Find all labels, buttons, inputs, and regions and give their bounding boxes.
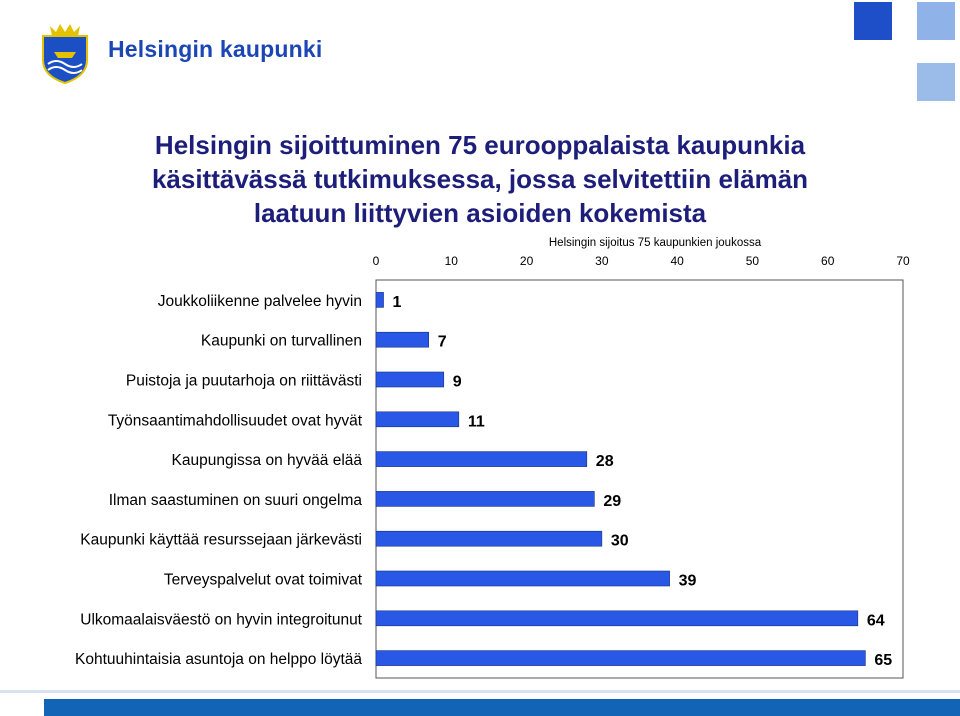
x-tick-label: 20: [520, 254, 534, 268]
data-label: 1: [393, 294, 402, 311]
x-tick-label: 40: [670, 254, 684, 268]
title-line: laatuun liittyvien asioiden kokemista: [253, 198, 707, 228]
bar: [375, 331, 430, 348]
category-label: Ulkomaalaisväestö on hyvin integroitunut: [80, 611, 362, 628]
footer-divider: [0, 690, 960, 693]
category-label: Puistoja ja puutarhoja on riittävästi: [126, 373, 362, 390]
data-label: 64: [867, 612, 885, 629]
data-label: 28: [596, 453, 614, 470]
brand-name: Helsingin kaupunki: [108, 36, 323, 62]
bar: [375, 411, 460, 428]
footer-bar: [44, 699, 960, 716]
data-label: 65: [874, 652, 892, 669]
x-tick-label: 30: [595, 254, 609, 268]
data-label: 11: [468, 413, 485, 430]
bar: [375, 451, 588, 467]
data-label: 9: [453, 374, 462, 391]
title-line: käsittävässä tutkimuksessa, jossa selvit…: [151, 164, 809, 194]
bar: [375, 610, 859, 627]
chart-title: Helsingin sijoitus 75 kaupunkien joukoss…: [549, 237, 762, 249]
category-label: Ilman saastuminen on suuri ongelma: [109, 492, 363, 509]
category-label: Työnsaantimahdollisuudet ovat hyvät: [108, 412, 363, 429]
helsinki-crest-icon: [42, 24, 88, 84]
category-label: Terveyspalvelut ovat toimivat: [164, 572, 363, 589]
decor-square: [917, 63, 955, 101]
decor-square: [854, 2, 892, 40]
bar: [375, 491, 595, 507]
x-tick-label: 0: [373, 254, 380, 268]
category-label: Joukkoliikenne palvelee hyvin: [158, 293, 362, 310]
data-label: 39: [679, 573, 697, 590]
bar: [375, 530, 603, 547]
page-title: Helsingin sijoittuminen 75 eurooppalaist…: [100, 128, 860, 230]
x-tick-label: 50: [746, 254, 760, 268]
category-label: Kohtuuhintaisia asuntoja on helppo löytä…: [75, 651, 362, 668]
bar: [375, 650, 866, 666]
decor-square: [917, 2, 955, 40]
title-line: Helsingin sijoittuminen 75 eurooppalaist…: [154, 130, 806, 160]
data-label: 7: [438, 334, 447, 351]
x-tick-label: 70: [896, 254, 910, 268]
data-label: 30: [611, 533, 629, 550]
data-label: 29: [603, 493, 621, 510]
category-label: Kaupunki käyttää resurssejaan järkevästi: [80, 532, 362, 549]
x-tick-label: 10: [445, 254, 459, 268]
bar: [375, 371, 445, 388]
category-label: Kaupunki on turvallinen: [201, 333, 362, 350]
bar: [375, 292, 384, 308]
x-tick-label: 60: [821, 254, 835, 268]
bar: [375, 570, 670, 587]
plot-area: [375, 279, 904, 679]
category-label: Kaupungissa on hyvää elää: [172, 452, 363, 469]
